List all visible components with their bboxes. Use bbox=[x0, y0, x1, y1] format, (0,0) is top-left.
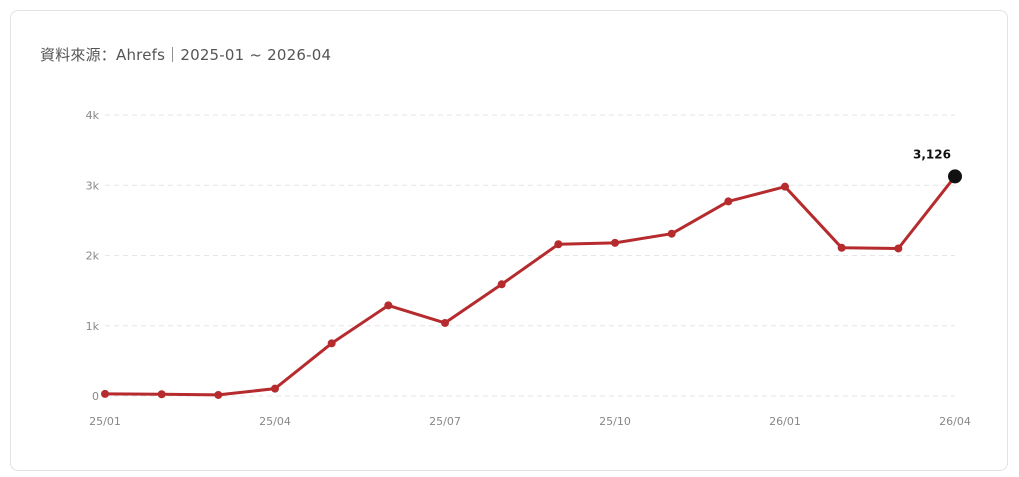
x-tick-label: 26/04 bbox=[939, 415, 971, 428]
y-tick-label: 3k bbox=[86, 179, 100, 192]
data-point[interactable] bbox=[837, 243, 846, 252]
y-tick-label: 0 bbox=[92, 390, 99, 403]
data-point[interactable] bbox=[214, 390, 223, 399]
y-axis: 0 1k 2k 3k 4k bbox=[86, 109, 100, 403]
data-point[interactable] bbox=[271, 384, 279, 393]
data-point[interactable] bbox=[554, 240, 563, 249]
data-point[interactable] bbox=[384, 301, 393, 310]
data-point[interactable] bbox=[781, 182, 789, 191]
data-point[interactable] bbox=[724, 197, 733, 206]
data-point[interactable] bbox=[101, 389, 109, 398]
data-point[interactable] bbox=[157, 390, 166, 399]
data-point[interactable] bbox=[667, 229, 676, 238]
data-source-caption: 資料來源：Ahrefs｜2025-01 ~ 2026-04 bbox=[40, 46, 332, 64]
x-tick-label: 26/01 bbox=[769, 415, 801, 428]
y-tick-label: 4k bbox=[86, 109, 100, 122]
data-point[interactable] bbox=[611, 238, 619, 247]
series-line bbox=[103, 174, 957, 397]
data-point[interactable] bbox=[497, 280, 506, 289]
x-tick-label: 25/01 bbox=[89, 415, 121, 428]
grid-lines bbox=[105, 114, 955, 397]
annotations: 3,126 bbox=[913, 147, 962, 184]
series-line-layer bbox=[103, 174, 957, 397]
data-point[interactable] bbox=[441, 318, 449, 327]
data-point[interactable] bbox=[894, 244, 903, 253]
x-tick-label: 25/07 bbox=[429, 415, 461, 428]
x-axis: 25/01 25/04 25/07 25/10 26/01 26/04 bbox=[89, 415, 971, 428]
x-tick-label: 25/10 bbox=[599, 415, 631, 428]
data-label: 3,126 bbox=[913, 147, 951, 161]
y-tick-label: 2k bbox=[86, 250, 100, 263]
x-tick-label: 25/04 bbox=[259, 415, 291, 428]
highlighted-data-point[interactable] bbox=[948, 169, 962, 184]
data-points bbox=[101, 182, 903, 399]
data-point[interactable] bbox=[327, 339, 336, 348]
y-tick-label: 1k bbox=[86, 320, 100, 333]
